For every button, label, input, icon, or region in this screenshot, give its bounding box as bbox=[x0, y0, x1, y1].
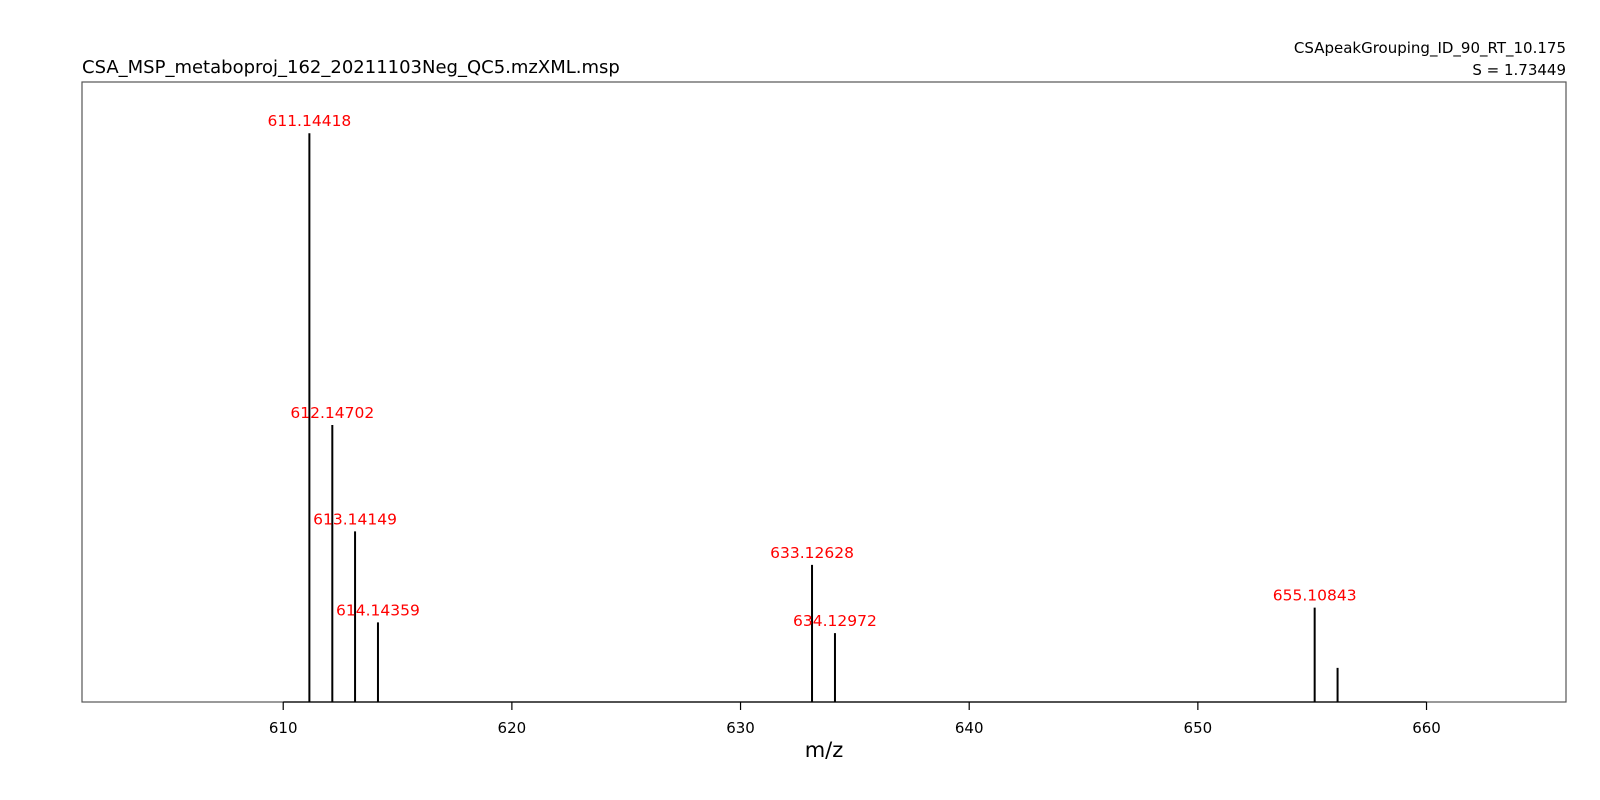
chart-subtitle-group-id: CSApeakGrouping_ID_90_RT_10.175 bbox=[1294, 39, 1566, 58]
x-tick-label-640: 640 bbox=[955, 719, 984, 737]
peak-label-4: 633.12628 bbox=[770, 544, 854, 562]
chart-subtitle-score: S = 1.73449 bbox=[1472, 61, 1566, 79]
x-tick-label-650: 650 bbox=[1184, 719, 1213, 737]
peak-labels-group: 611.14418 612.14702 613.14149 614.14359 633.… bbox=[267, 112, 1356, 630]
peak-label-6: 655.10843 bbox=[1273, 587, 1357, 605]
x-tick-label-620: 620 bbox=[498, 719, 527, 737]
x-tick-label-610: 610 bbox=[269, 719, 298, 737]
peak-label-3: 614.14359 bbox=[336, 601, 420, 619]
x-axis-label: m/z bbox=[805, 738, 844, 762]
x-tick-label-630: 630 bbox=[726, 719, 755, 737]
peak-label-1: 612.14702 bbox=[290, 404, 374, 422]
x-tick-label-660: 660 bbox=[1412, 719, 1441, 737]
peak-label-5: 634.12972 bbox=[793, 612, 877, 630]
plot-area-frame bbox=[81, 81, 1567, 703]
peaks-group bbox=[308, 133, 1339, 702]
x-axis: 610 620 630 640 650 660 bbox=[269, 701, 1441, 737]
peak-label-0: 611.14418 bbox=[267, 112, 351, 130]
peak-label-2: 613.14149 bbox=[313, 510, 397, 528]
chart-title: CSA_MSP_metaboproj_162_20211103Neg_QC5.m… bbox=[82, 57, 620, 78]
